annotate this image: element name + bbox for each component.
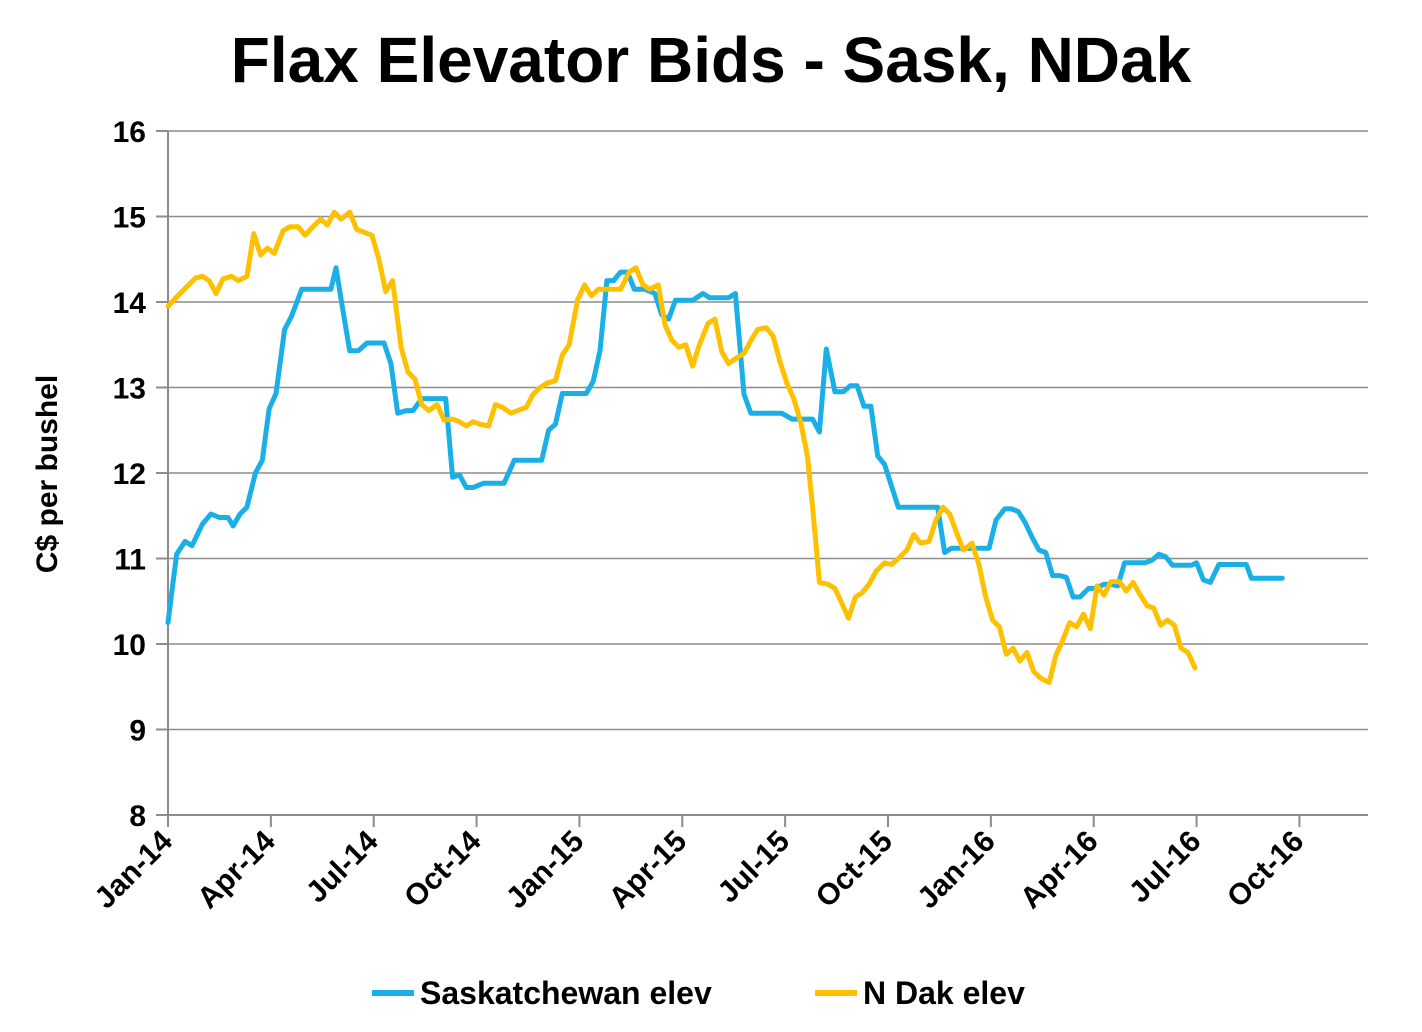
x-tick-label: Jan-16 xyxy=(911,825,1002,916)
legend-label: Saskatchewan elev xyxy=(420,975,712,1011)
y-tick-label: 16 xyxy=(113,116,146,149)
x-tick-label: Apr-15 xyxy=(603,825,694,916)
y-tick-label: 9 xyxy=(129,715,146,748)
x-tick-labels: Jan-14 Apr-14 Jul-14 Oct-14 Jan-15 Apr-15 Jul-… xyxy=(88,824,1310,915)
y-tick-label: 11 xyxy=(114,544,146,577)
y-tick-labels: 8 9 10 11 12 13 14 15 16 xyxy=(113,116,147,833)
x-tick-label: Oct-14 xyxy=(398,824,488,914)
legend: Saskatchewan elev N Dak elev xyxy=(372,975,1025,1011)
x-tick-label: Jan-15 xyxy=(500,825,591,916)
x-tick-label: Oct-15 xyxy=(810,825,899,914)
x-tick-label: Apr-14 xyxy=(191,824,282,915)
x-tick-label: Jul-15 xyxy=(711,825,796,910)
x-tick-label: Apr-16 xyxy=(1014,825,1105,916)
series-line-saskatchewan xyxy=(165,265,1285,626)
y-tick-label: 14 xyxy=(113,287,147,320)
chart-title: Flax Elevator Bids - Sask, NDak xyxy=(231,24,1192,96)
x-tick-label: Jan-14 xyxy=(88,824,179,915)
y-tick-label: 10 xyxy=(113,629,146,662)
series-line-n-dak xyxy=(165,209,1198,685)
x-tick-label: Jul-14 xyxy=(300,824,385,909)
x-tick-label: Jul-16 xyxy=(1123,825,1208,910)
legend-label: N Dak elev xyxy=(863,975,1025,1011)
y-axis-label: C$ per bushel xyxy=(31,375,64,573)
y-tick-label: 13 xyxy=(113,373,146,406)
y-tick-label: 12 xyxy=(113,458,146,491)
series-lines xyxy=(165,209,1285,685)
y-tick-label: 15 xyxy=(113,202,146,235)
gridlines xyxy=(168,130,1368,731)
axes xyxy=(156,130,1368,827)
y-tick-label: 8 xyxy=(129,800,146,833)
x-tick-label: Oct-16 xyxy=(1221,825,1310,914)
